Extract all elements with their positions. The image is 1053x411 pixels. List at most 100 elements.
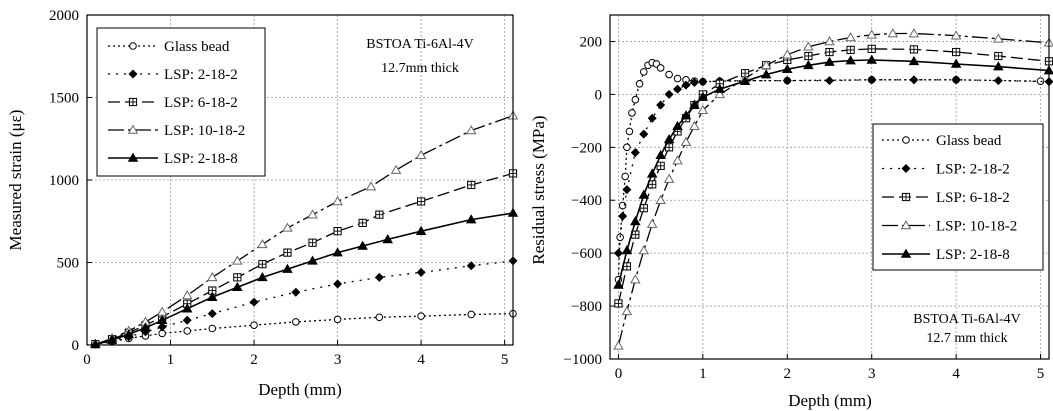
- stress-x-tick-label: 1: [699, 366, 707, 382]
- stress-legend-marker: [900, 248, 912, 258]
- strain-legend-marker: [127, 152, 139, 162]
- stress-point-lsp-2-18-2: [656, 100, 666, 110]
- strain-legend: Glass bead LSP: 2-18-2 LSP: 6-18-2 LSP: 10-…: [96, 27, 266, 177]
- stress-point-lsp-10-18-2: [613, 340, 624, 350]
- stress-point-lsp-6-18-2: [825, 47, 834, 57]
- stress-point-lsp-2-18-8: [782, 63, 793, 74]
- strain-point-lsp-6-18-2: [467, 180, 476, 190]
- strain-point-lsp-2-18-8: [123, 328, 135, 339]
- stress-legend: Glass bead LSP: 2-18-2 LSP: 6-18-2 LSP: 10-…: [872, 123, 1044, 271]
- stress-legend-entry-lsp-2-18-8: LSP: 2-18-8: [882, 247, 1010, 263]
- strain-series-lsp-2-18-8: [90, 207, 519, 348]
- strain-x-tick-label: 1: [167, 352, 175, 368]
- stress-point-lsp-2-18-8: [714, 83, 726, 93]
- strain-point-lsp-2-18-8: [415, 225, 427, 235]
- stress-point-lsp-2-18-8: [621, 245, 633, 255]
- strain-point-lsp-10-18-2: [181, 290, 193, 300]
- stress-series-layer: [613, 28, 1053, 350]
- stress-legend-label: LSP: 10-18-2: [936, 219, 1017, 235]
- strain-point-lsp-2-18-8: [357, 240, 368, 250]
- strain-x-tick-label: 0: [83, 352, 91, 368]
- strain-x-tick-label: 4: [417, 352, 425, 368]
- strain-point-lsp-2-18-2: [416, 267, 426, 277]
- strain-point-lsp-2-18-8: [257, 271, 268, 282]
- stress-legend-marker: [901, 163, 911, 174]
- stress-point-lsp-10-18-2: [993, 33, 1004, 43]
- stress-point-lsp-2-18-8: [845, 55, 856, 65]
- strain-point-lsp-10-18-2: [465, 125, 477, 135]
- strain-point-glass-bead: [208, 324, 217, 333]
- strain-legend-label: LSP: 10-18-2: [164, 123, 245, 139]
- strain-point-lsp-2-18-8: [181, 303, 193, 313]
- strain-x-tick-label: 3: [334, 352, 342, 368]
- stress-point-lsp-2-18-8: [950, 58, 962, 68]
- stress-point-glass-bead: [628, 109, 636, 117]
- strain-point-glass-bead: [183, 327, 192, 335]
- stress-y-tick-label: −400: [571, 193, 602, 209]
- stress-point-lsp-2-18-2: [993, 76, 1003, 86]
- stress-point-lsp-2-18-8: [663, 133, 675, 144]
- strain-point-glass-bead: [333, 315, 342, 324]
- strain-legend-marker: [128, 69, 138, 79]
- stress-point-lsp-2-18-2: [782, 76, 792, 86]
- stress-point-lsp-2-18-2: [618, 211, 628, 221]
- strain-chart: 0 1 2 3 4 5 0 500 1000 1500 2000 Depth (mm) Measur…: [6, 8, 519, 399]
- stress-y-tick-label: −1000: [564, 352, 602, 368]
- stress-point-lsp-2-18-2: [622, 185, 632, 195]
- stress-point-lsp-2-18-2: [673, 84, 683, 94]
- stress-point-lsp-6-18-2: [952, 47, 961, 57]
- strain-annotation-line1: BSTOA Ti-6Al-4V: [366, 37, 474, 52]
- strain-point-lsp-10-18-2: [282, 222, 293, 232]
- stress-point-glass-bead: [621, 172, 629, 181]
- stress-point-lsp-2-18-8: [760, 69, 772, 79]
- stress-point-glass-bead: [625, 127, 634, 136]
- stress-point-lsp-2-18-8: [630, 215, 641, 226]
- stress-point-lsp-2-18-8: [824, 56, 835, 66]
- strain-point-glass-bead: [417, 312, 425, 320]
- strain-point-lsp-10-18-2: [232, 255, 243, 265]
- strain-point-lsp-2-18-2: [249, 297, 259, 307]
- stress-point-lsp-6-18-2: [994, 51, 1003, 61]
- stress-legend-label: LSP: 6-18-2: [936, 190, 1010, 206]
- stress-point-lsp-10-18-2: [760, 59, 772, 70]
- stress-legend-entry-lsp-6-18-2: LSP: 6-18-2: [882, 190, 1010, 206]
- stress-point-lsp-10-18-2: [908, 28, 920, 38]
- strain-point-lsp-6-18-2: [233, 273, 242, 282]
- strain-point-glass-bead: [467, 310, 476, 319]
- stress-x-tick-label: 3: [868, 366, 876, 382]
- stress-point-lsp-6-18-2: [804, 51, 813, 61]
- stress-legend-label: LSP: 2-18-8: [936, 247, 1010, 263]
- strain-legend-marker: [129, 42, 137, 50]
- strain-point-lsp-6-18-2: [375, 210, 384, 219]
- strain-point-lsp-2-18-8: [307, 255, 318, 265]
- stress-chart: 0 1 2 3 4 5 −1000 −800 −600 −400 −200 0 200 Depth (m…: [529, 14, 1053, 410]
- strain-point-lsp-2-18-8: [156, 314, 168, 325]
- stress-point-lsp-10-18-2: [621, 305, 633, 316]
- stress-series-lsp-2-18-2: [613, 75, 1053, 258]
- stress-point-lsp-2-18-8: [638, 189, 650, 199]
- strain-point-lsp-2-18-2: [466, 261, 476, 271]
- stress-point-lsp-2-18-2: [951, 75, 961, 85]
- stress-point-lsp-10-18-2: [655, 194, 666, 205]
- strain-point-glass-bead: [250, 321, 258, 330]
- stress-legend-marker: [900, 220, 912, 230]
- strain-series-line-lsp-6-18-2: [95, 172, 514, 345]
- strain-point-lsp-6-18-2: [358, 218, 367, 228]
- stress-x-axis-label: Depth (mm): [788, 391, 872, 410]
- stress-point-lsp-2-18-2: [613, 248, 623, 258]
- strain-annotation-line2: 12.7mm thick: [381, 61, 459, 76]
- stress-point-glass-bead: [656, 64, 665, 72]
- stress-point-lsp-10-18-2: [803, 41, 814, 51]
- stress-point-glass-bead: [639, 68, 648, 76]
- stress-point-glass-bead: [631, 95, 640, 104]
- stress-point-lsp-2-18-2: [664, 89, 674, 99]
- strain-legend-label: LSP: 6-18-2: [164, 95, 238, 111]
- strain-point-lsp-2-18-8: [140, 322, 151, 332]
- strain-point-lsp-2-18-2: [182, 315, 192, 325]
- strain-x-tick-label: 2: [250, 352, 258, 368]
- stress-point-lsp-10-18-2: [866, 29, 877, 39]
- stress-point-lsp-10-18-2: [689, 120, 700, 130]
- strain-point-lsp-10-18-2: [415, 149, 427, 160]
- strain-point-lsp-10-18-2: [390, 164, 402, 174]
